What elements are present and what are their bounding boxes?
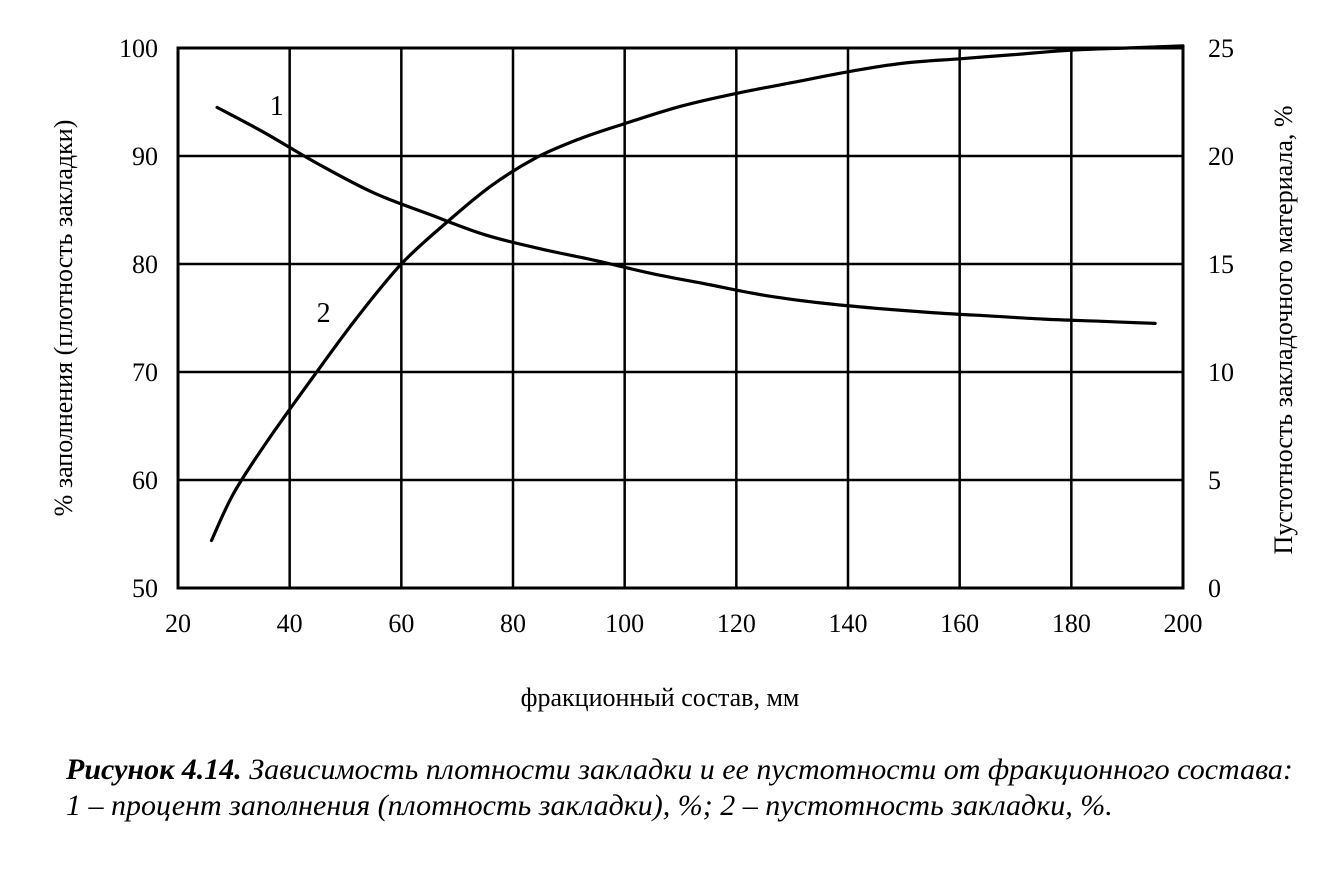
y2-tick-label: 20 <box>1208 142 1234 171</box>
series-1-line <box>215 105 1157 325</box>
y2-tick-label: 5 <box>1208 466 1221 495</box>
x-tick-label: 40 <box>277 609 303 638</box>
y2-tick-label: 0 <box>1208 574 1221 603</box>
chart: 20 40 60 80 100 120 140 160 180 200 5060708090100… <box>49 34 1298 712</box>
horizontal-grid <box>178 154 1183 482</box>
caption-number: Рисунок 4.14. <box>66 753 242 786</box>
x-tick-label: 20 <box>165 609 191 638</box>
y-tick-label: 90 <box>132 142 158 171</box>
y-tick-label: 100 <box>119 34 158 63</box>
y2-tick-label: 10 <box>1208 358 1234 387</box>
caption-text: Зависимость плотности закладки и ее пуст… <box>66 753 1293 822</box>
x-tick-label: 60 <box>388 609 414 638</box>
y-tick-label: 80 <box>132 250 158 279</box>
x-tick-label: 180 <box>1052 609 1091 638</box>
series-lines <box>209 44 1185 543</box>
y-tick-label: 50 <box>132 574 158 603</box>
vertical-grid <box>288 48 1073 588</box>
y-tick-label: 70 <box>132 358 158 387</box>
x-tick-label: 160 <box>940 609 979 638</box>
x-tick-label: 100 <box>605 609 644 638</box>
x-tick-label: 140 <box>829 609 868 638</box>
x-tick-label: 80 <box>500 609 526 638</box>
series-2-line <box>209 44 1185 543</box>
y2-tick-label: 25 <box>1208 34 1234 63</box>
y2-axis-label: Пустотность закладочного материала, % <box>1269 105 1298 554</box>
y-axis-label: % заполнения (плотность закладки) <box>49 120 78 517</box>
x-tick-labels: 20 40 60 80 100 120 140 160 180 200 <box>165 609 1203 638</box>
y-tick-labels: 50 60 70 80 90 100 <box>119 34 158 603</box>
series-labels: 12 <box>270 91 331 329</box>
plot-frame <box>176 46 1185 590</box>
x-tick-label: 200 <box>1164 609 1203 638</box>
figure-caption: Рисунок 4.14. Зависимость плотности закл… <box>66 752 1296 824</box>
y2-tick-labels: 0 5 10 15 20 25 <box>1208 34 1234 603</box>
y2-tick-label: 15 <box>1208 250 1234 279</box>
series-2-label: 2 <box>317 298 331 329</box>
x-tick-label: 120 <box>717 609 756 638</box>
x-axis-label: фракционный состав, мм <box>521 683 800 712</box>
series-1-label: 1 <box>270 91 284 122</box>
y-tick-label: 60 <box>132 466 158 495</box>
